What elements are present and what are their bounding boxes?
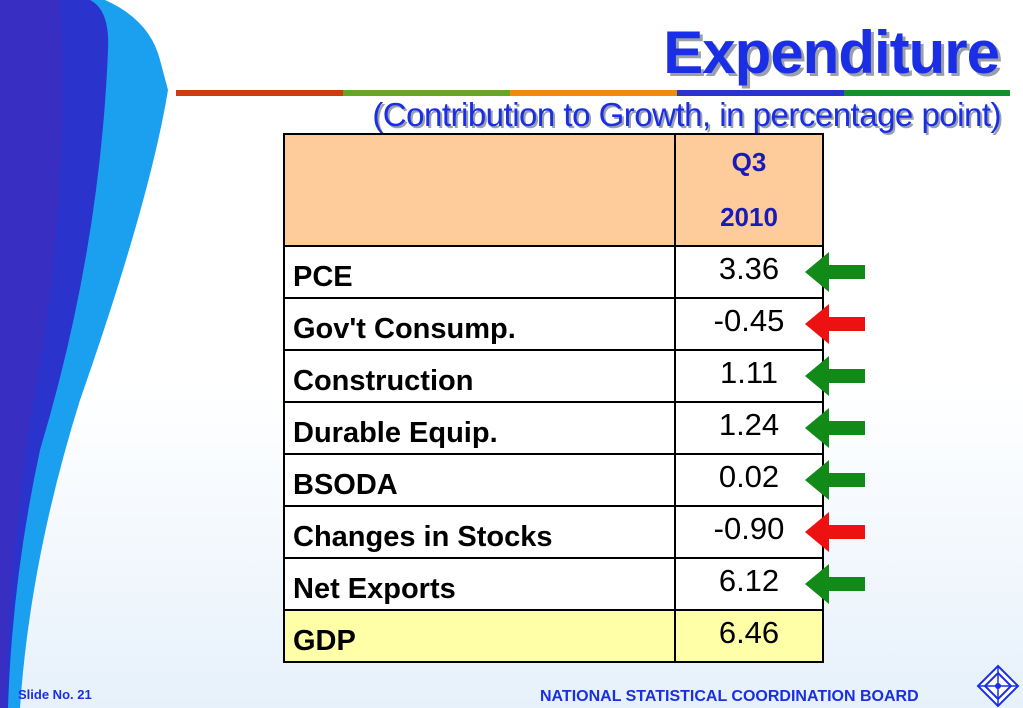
row-label: GDP [283, 609, 676, 663]
green-arrow-icon [805, 252, 865, 292]
page-subtitle: (Contribution to Growth, in percentage p… [372, 96, 1001, 133]
row-value: 6.12 [674, 557, 824, 611]
row-value: 1.24 [674, 401, 824, 455]
header-period-cell: Q3 2010 [674, 133, 824, 247]
table-row: Durable Equip. 1.24 [283, 401, 824, 455]
row-value: 6.46 [674, 609, 824, 663]
row-value: 3.36 [674, 245, 824, 299]
decorative-side-panel [0, 0, 168, 708]
table-row: BSODA 0.02 [283, 453, 824, 507]
table-row-total: GDP 6.46 [283, 609, 824, 663]
row-label: Net Exports [283, 557, 676, 611]
table-row: Changes in Stocks -0.90 [283, 505, 824, 559]
contribution-table: Q3 2010 PCE 3.36 Gov't Consump. -0.45 Co… [283, 133, 824, 663]
table-row: Gov't Consump. -0.45 [283, 297, 824, 351]
header-year: 2010 [720, 202, 778, 232]
red-arrow-icon [805, 512, 865, 552]
row-value: 0.02 [674, 453, 824, 507]
row-value: -0.90 [674, 505, 824, 559]
header-blank-cell [283, 133, 676, 247]
table-row: PCE 3.36 [283, 245, 824, 299]
row-label: Changes in Stocks [283, 505, 676, 559]
slide-number: Slide No. 21 [18, 687, 92, 702]
green-arrow-icon [805, 564, 865, 604]
row-value: -0.45 [674, 297, 824, 351]
row-label: Durable Equip. [283, 401, 676, 455]
green-arrow-icon [805, 408, 865, 448]
green-arrow-icon [805, 460, 865, 500]
row-label: Gov't Consump. [283, 297, 676, 351]
row-label: PCE [283, 245, 676, 299]
row-label: Construction [283, 349, 676, 403]
row-value: 1.11 [674, 349, 824, 403]
organization-logo-icon [976, 664, 1020, 708]
table-header-row: Q3 2010 [283, 133, 824, 247]
title-divider [176, 90, 1010, 96]
table-row: Net Exports 6.12 [283, 557, 824, 611]
page-title: Expenditure [663, 19, 1000, 86]
green-arrow-icon [805, 356, 865, 396]
header-quarter: Q3 [731, 147, 767, 177]
table-row: Construction 1.11 [283, 349, 824, 403]
row-label: BSODA [283, 453, 676, 507]
red-arrow-icon [805, 304, 865, 344]
organization-name: NATIONAL STATISTICAL COORDINATION BOARD [540, 688, 919, 705]
